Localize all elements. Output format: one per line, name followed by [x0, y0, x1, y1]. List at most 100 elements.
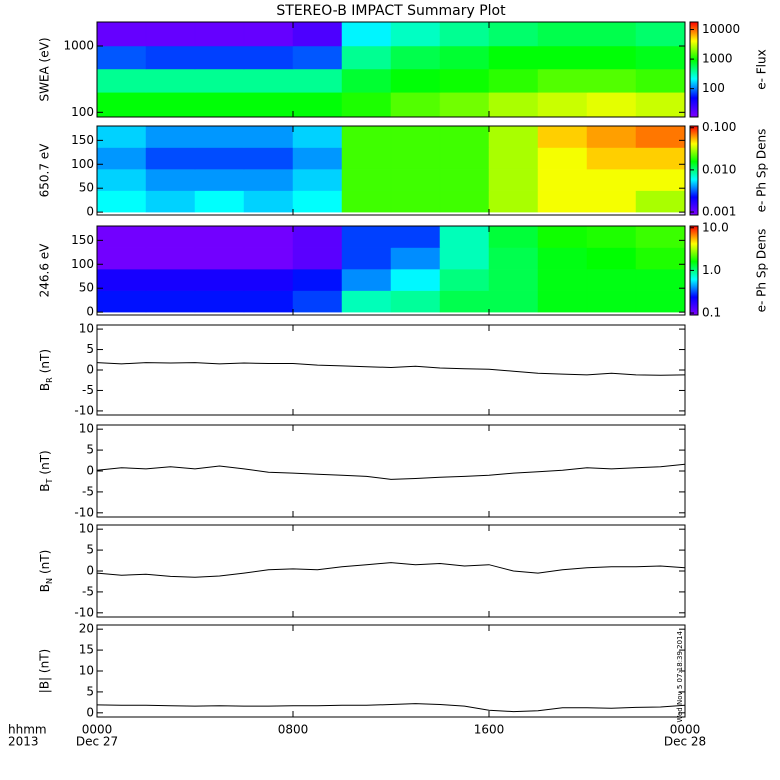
spectrogram-cell	[390, 68, 441, 93]
spectrogram-cell	[586, 226, 637, 248]
spectrogram-cell	[488, 45, 539, 70]
spectrogram-cell	[586, 147, 637, 170]
spectrogram-cell	[488, 126, 539, 148]
spectrogram-cell	[145, 68, 196, 93]
panel-frame	[96, 524, 686, 618]
y-axis-label-symbol: B	[38, 483, 52, 491]
y-tick-label: 10	[79, 664, 94, 678]
colorbar-tick-label: 1000	[702, 52, 733, 66]
spectrogram-cell	[586, 22, 637, 47]
spectrogram-cell	[194, 126, 245, 148]
spectrogram-cell	[97, 290, 147, 313]
spectrogram-cell	[341, 126, 392, 148]
spectrogram	[97, 126, 685, 213]
spectrogram-cell	[341, 168, 392, 191]
y-tick-label: 150	[71, 233, 94, 247]
x-date-label: Dec 27	[76, 735, 118, 749]
spectrogram-cell	[537, 190, 588, 213]
spectrogram-cell	[97, 22, 147, 47]
spectrogram-cell	[488, 190, 539, 213]
y-axis-label-subscript: R	[45, 377, 54, 383]
spectrogram-cell	[292, 247, 343, 270]
colorbar-tick-label: 0.1	[702, 306, 721, 320]
y-tick-label: 1000	[63, 38, 94, 52]
spectrogram-cell	[194, 190, 245, 213]
spectrogram-cell	[635, 92, 685, 117]
spectrogram-cell	[537, 126, 588, 148]
spectrogram-cell	[537, 68, 588, 93]
spectrogram-cell	[243, 168, 294, 191]
spectrogram-cell	[586, 168, 637, 191]
spectrogram-cell	[537, 92, 588, 117]
x-tick-label: 0000	[82, 723, 113, 737]
spectrogram-cell	[635, 226, 685, 248]
spectrogram	[97, 226, 685, 313]
spectrogram-cell	[243, 68, 294, 93]
y-axis-label-subscript: N	[45, 578, 54, 584]
y-tick-label: 5	[86, 443, 94, 457]
y-tick-label: 0	[86, 363, 94, 377]
data-line	[97, 463, 685, 480]
spectrogram-cell	[97, 92, 147, 117]
spectrogram-cell	[537, 22, 588, 47]
y-tick-label: 15	[79, 643, 94, 657]
spectrogram-cell	[488, 226, 539, 248]
spectrogram-cell	[635, 22, 685, 47]
spectrogram-cell	[390, 147, 441, 170]
spectrogram-cell	[194, 168, 245, 191]
spectrogram-cell	[243, 268, 294, 291]
spectrogram-cell	[145, 190, 196, 213]
colorbar-tick-label: 10.0	[702, 220, 729, 234]
y-tick-label: -10	[74, 403, 94, 417]
y-axis-label-unit: (nT)	[38, 450, 52, 474]
y-axis-label-unit: (nT)	[38, 349, 52, 373]
spectrogram-cell	[537, 268, 588, 291]
spectrogram-cell	[390, 45, 441, 70]
spectrogram-cell	[635, 147, 685, 170]
spectrogram-cell	[635, 168, 685, 191]
spectrogram-cell	[292, 168, 343, 191]
colorbar-label: e- Ph Sp Dens	[755, 229, 769, 313]
y-axis-label: BR (nT)	[38, 349, 54, 391]
panel-frame	[96, 324, 686, 416]
y-tick-label: 10	[79, 322, 94, 336]
spectrogram-cell	[439, 268, 490, 291]
spectrogram-cell	[390, 290, 441, 313]
spectrogram-cell	[635, 45, 685, 70]
spectrogram-cell	[292, 92, 343, 117]
y-tick-label: 5	[86, 543, 94, 557]
spectrogram-cell	[341, 45, 392, 70]
line-group	[97, 362, 685, 376]
spectrogram-cell	[243, 126, 294, 148]
data-line	[97, 562, 685, 578]
colorbar	[689, 125, 699, 216]
y-tick-label: -10	[74, 605, 94, 619]
y-tick-label: 0	[86, 305, 94, 319]
y-tick-label: -10	[74, 505, 94, 519]
spectrogram-cell	[97, 168, 147, 191]
colorbar-label: e- Flux	[755, 49, 769, 89]
panel-frame	[96, 225, 686, 316]
spectrogram-cell	[97, 190, 147, 213]
spectrogram-cell	[537, 290, 588, 313]
spectrogram-cell	[390, 126, 441, 148]
spectrogram-cell	[194, 247, 245, 270]
spectrogram-cell	[145, 268, 196, 291]
spectrogram-cell	[390, 92, 441, 117]
spectrogram-cell	[341, 92, 392, 117]
spectrogram-cell	[586, 126, 637, 148]
panel-frame	[96, 21, 686, 118]
colorbar-tick-label: 0.001	[702, 205, 736, 219]
y-axis-label: BN (nT)	[38, 550, 54, 593]
spectrogram-cell	[439, 290, 490, 313]
x-tick-label: 1600	[474, 723, 505, 737]
spectrogram-cell	[488, 268, 539, 291]
y-tick-label: 0	[86, 205, 94, 219]
y-tick-label: 20	[79, 622, 94, 636]
y-axis-label-subscript: T	[45, 478, 54, 484]
y-tick-label: 50	[79, 181, 94, 195]
spectrogram-cell	[537, 147, 588, 170]
spectrogram-cell	[341, 147, 392, 170]
x-tick-label: 0800	[278, 723, 309, 737]
